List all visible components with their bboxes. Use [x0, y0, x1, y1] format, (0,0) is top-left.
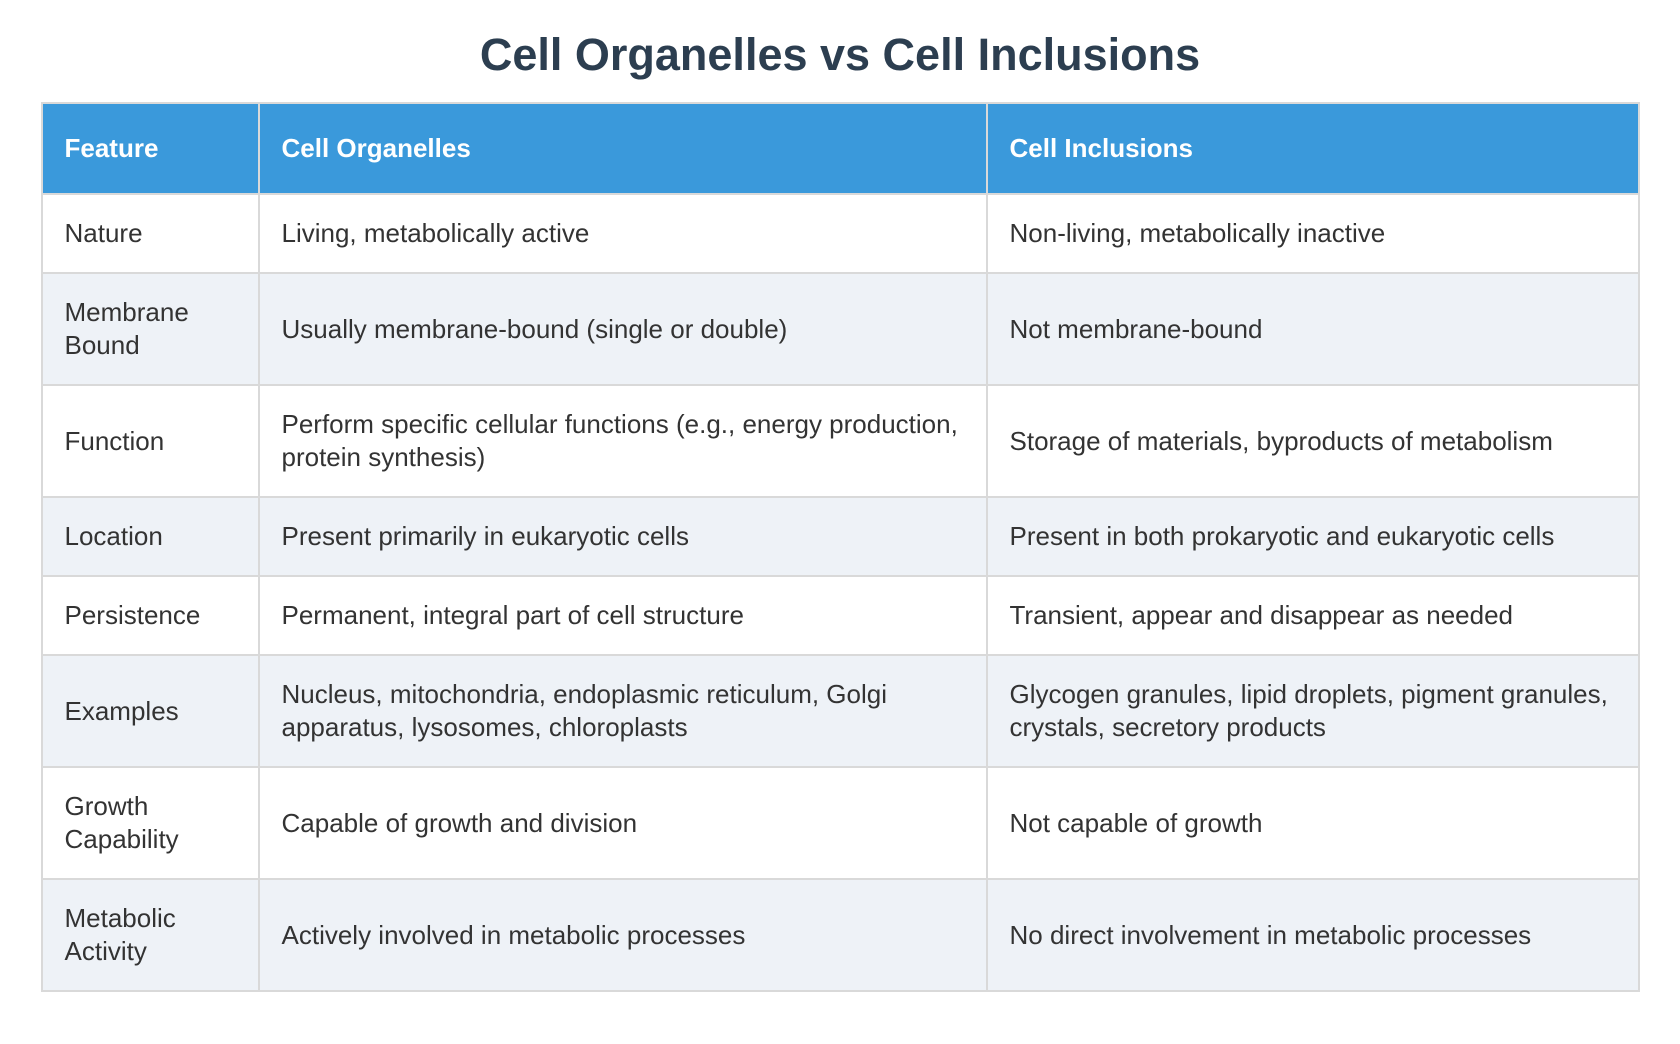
inclusions-cell: Not membrane-bound: [987, 274, 1638, 384]
organelles-cell: Usually membrane-bound (single or double…: [259, 274, 986, 384]
table-row: Metabolic Activity Actively involved in …: [42, 880, 1638, 990]
feature-cell: Examples: [42, 656, 258, 766]
feature-cell: Membrane Bound: [42, 274, 258, 384]
organelles-cell: Nucleus, mitochondria, endoplasmic retic…: [259, 656, 986, 766]
organelles-cell: Living, metabolically active: [259, 195, 986, 272]
column-header-organelles: Cell Organelles: [259, 104, 986, 193]
feature-cell: Growth Capability: [42, 768, 258, 878]
table-row: Growth Capability Capable of growth and …: [42, 768, 1638, 878]
feature-cell: Nature: [42, 195, 258, 272]
feature-cell: Metabolic Activity: [42, 880, 258, 990]
page: Cell Organelles vs Cell Inclusions Featu…: [40, 29, 1640, 992]
organelles-cell: Capable of growth and division: [259, 768, 986, 878]
column-header-inclusions: Cell Inclusions: [987, 104, 1638, 193]
inclusions-cell: Present in both prokaryotic and eukaryot…: [987, 498, 1638, 575]
inclusions-cell: Transient, appear and disappear as neede…: [987, 577, 1638, 654]
page-title: Cell Organelles vs Cell Inclusions: [479, 29, 1201, 80]
table-row: Examples Nucleus, mitochondria, endoplas…: [42, 656, 1638, 766]
feature-cell: Location: [42, 498, 258, 575]
feature-cell: Function: [42, 386, 258, 496]
table-row: Location Present primarily in eukaryotic…: [42, 498, 1638, 575]
inclusions-cell: No direct involvement in metabolic proce…: [987, 880, 1638, 990]
table-row: Membrane Bound Usually membrane-bound (s…: [42, 274, 1638, 384]
comparison-table: Feature Cell Organelles Cell Inclusions …: [40, 102, 1640, 992]
inclusions-cell: Glycogen granules, lipid droplets, pigme…: [987, 656, 1638, 766]
organelles-cell: Present primarily in eukaryotic cells: [259, 498, 986, 575]
organelles-cell: Perform specific cellular functions (e.g…: [259, 386, 986, 496]
column-header-feature: Feature: [42, 104, 258, 193]
organelles-cell: Permanent, integral part of cell structu…: [259, 577, 986, 654]
organelles-cell: Actively involved in metabolic processes: [259, 880, 986, 990]
inclusions-cell: Storage of materials, byproducts of meta…: [987, 386, 1638, 496]
table-row: Nature Living, metabolically active Non-…: [42, 195, 1638, 272]
table-row: Function Perform specific cellular funct…: [42, 386, 1638, 496]
header-row: Feature Cell Organelles Cell Inclusions: [42, 104, 1638, 193]
feature-cell: Persistence: [42, 577, 258, 654]
inclusions-cell: Not capable of growth: [987, 768, 1638, 878]
table-row: Persistence Permanent, integral part of …: [42, 577, 1638, 654]
inclusions-cell: Non-living, metabolically inactive: [987, 195, 1638, 272]
